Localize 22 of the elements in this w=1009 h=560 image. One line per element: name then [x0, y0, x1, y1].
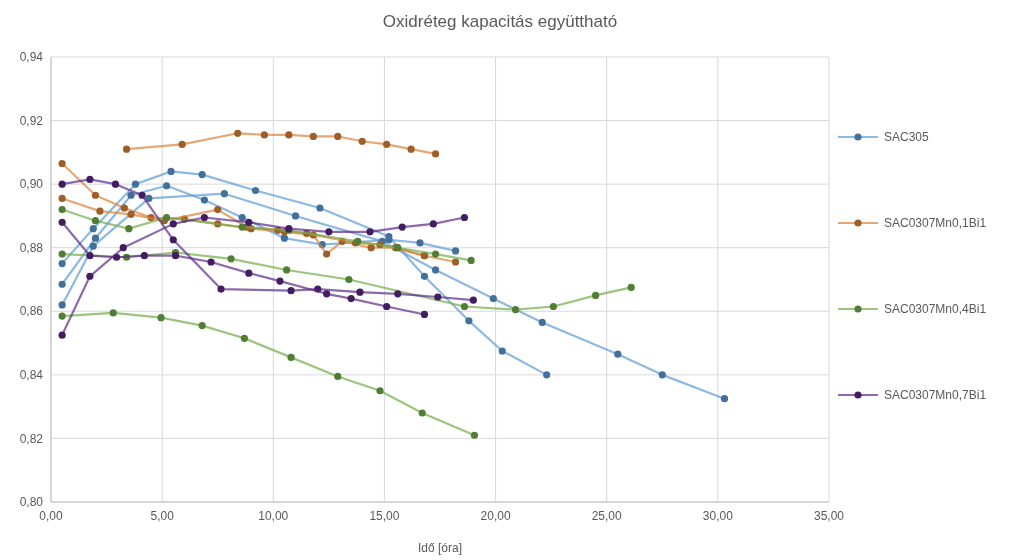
x-tick-label: 5,00 [150, 509, 175, 523]
x-tick-label: 20,00 [480, 509, 511, 523]
x-tick-label: 15,00 [369, 509, 400, 523]
chart-title: Oxidréteg kapacitás együttható [382, 12, 618, 31]
x-tick-label: 25,00 [591, 509, 623, 523]
y-tick-label: 0,94 [19, 50, 44, 65]
y-tick-label: 0,88 [19, 240, 44, 255]
y-tick-label: 0,82 [19, 431, 44, 446]
y-tick-label: 0,84 [19, 368, 44, 383]
legend-label: SAC0307Mn0,4Bi1 [884, 302, 987, 317]
y-tick-label: 0,80 [19, 495, 44, 510]
x-axis-title: Idő [óra] [417, 541, 463, 555]
x-tick-label: 0,00 [39, 509, 63, 523]
x-tick-label: 30,00 [702, 509, 734, 523]
legend-label: SAC0307Mn0,7Bi1 [884, 388, 987, 403]
x-tick-label: 10,00 [258, 509, 289, 523]
x-tick-label: 35,00 [813, 509, 845, 523]
legend-label: SAC305 [884, 130, 930, 145]
legend-label: SAC0307Mn0,1Bi1 [884, 216, 987, 231]
y-tick-label: 0,92 [19, 113, 44, 128]
y-tick-label: 0,90 [19, 177, 44, 192]
y-tick-label: 0,86 [19, 304, 44, 319]
